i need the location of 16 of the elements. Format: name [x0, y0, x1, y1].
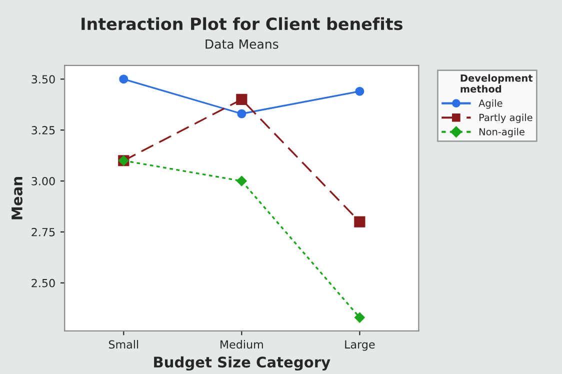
y-tick-label: 2.75: [32, 228, 55, 236]
y-tick-label: 2.50: [32, 278, 55, 288]
x-tick-label: Large: [345, 340, 375, 351]
y-tick-label: 3.50: [32, 75, 55, 84]
y-tick-label: 3.25: [32, 126, 55, 134]
chart-title: Interaction Plot for Client benefits: [82, 17, 402, 30]
y-tick-label: 3.00: [32, 176, 55, 186]
x-tick-label: Medium: [220, 340, 263, 349]
legend-label: Partly agile: [480, 114, 532, 124]
x-axis-title: Budget Size Category: [154, 356, 330, 371]
legend-label: Agile: [478, 99, 502, 109]
y-axis-title: Mean: [12, 177, 22, 220]
legend-title: Development method: [460, 74, 533, 93]
legend-label: Non-agile: [480, 128, 524, 138]
chart-subtitle: Data Means: [206, 40, 278, 49]
x-tick-label: Small: [108, 340, 138, 349]
